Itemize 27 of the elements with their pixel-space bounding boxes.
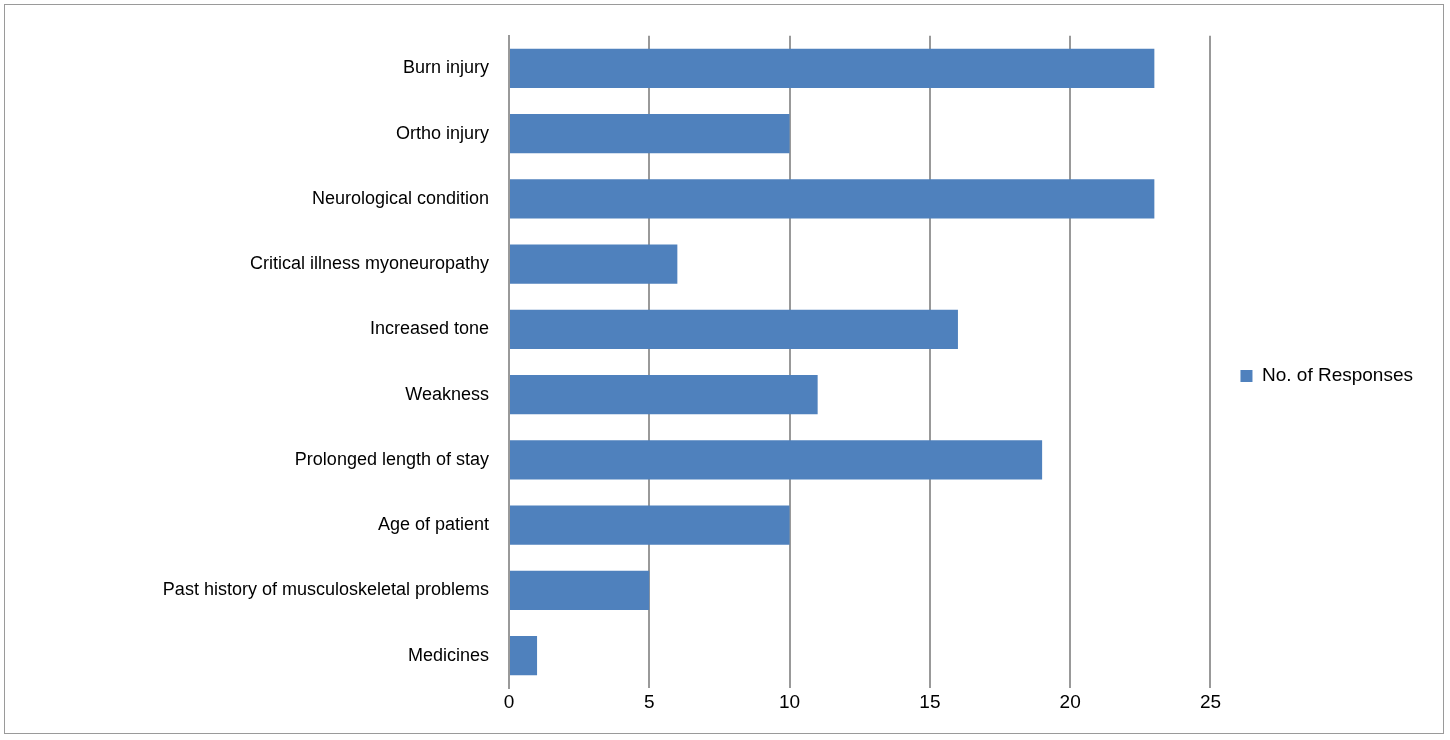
x-tick-label: 5 <box>644 690 655 712</box>
y-tick-label: Burn injury <box>402 57 489 78</box>
y-tick-label: Weakness <box>405 383 489 404</box>
y-tick-label: Age of patient <box>377 514 489 535</box>
y-tick-label: Ortho injury <box>395 122 489 143</box>
bar <box>510 114 790 154</box>
y-tick-label: Increased tone <box>369 318 489 339</box>
x-tick-label: 25 <box>1199 690 1222 712</box>
y-tick-label: Critical illness myoneuropathy <box>249 253 489 274</box>
bar <box>510 179 1155 219</box>
y-tick-label: Past history of musculoskeletal problems <box>162 579 489 600</box>
bar <box>510 440 1043 480</box>
bar <box>510 48 1155 88</box>
bar <box>510 570 650 610</box>
x-tick-label: 15 <box>919 690 941 712</box>
x-tick-label: 10 <box>779 690 801 712</box>
bar <box>510 244 678 284</box>
bar <box>510 309 958 349</box>
legend-label: No. of Responses <box>1261 364 1414 386</box>
bar <box>510 636 538 676</box>
y-tick-label: Medicines <box>407 644 489 665</box>
bar <box>510 505 790 545</box>
bar <box>510 375 818 415</box>
y-tick-label: Prolonged length of stay <box>294 448 489 469</box>
x-tick-label: 20 <box>1059 690 1081 712</box>
x-tick-label: 0 <box>503 690 515 712</box>
y-tick-label: Neurological condition <box>311 187 489 208</box>
